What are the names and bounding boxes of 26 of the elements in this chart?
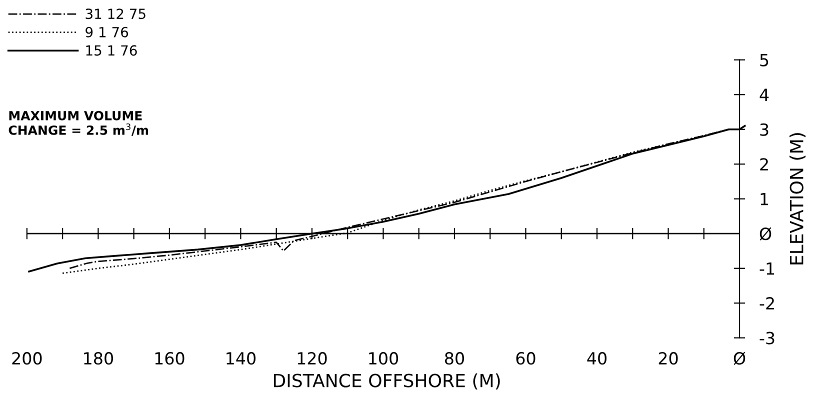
x-tick-label: 40 xyxy=(587,352,606,365)
x-tick-label: 160 xyxy=(155,352,184,365)
x-tick-label: 100 xyxy=(369,352,398,365)
x-tick-label: 140 xyxy=(226,352,256,365)
y-tick-label: 1 xyxy=(760,193,768,206)
y-tick-label: 2 xyxy=(760,158,768,170)
x-tick-label: 120 xyxy=(298,352,327,365)
legend-label: 9 1 76 xyxy=(86,26,128,38)
y-tick-label: 5 xyxy=(760,54,768,66)
x-tick-label: 200 xyxy=(12,352,42,365)
y-tick-label: -3 xyxy=(760,332,774,344)
legend-label: 31 12 75 xyxy=(86,8,146,20)
x-tick-label: 180 xyxy=(84,352,113,365)
x-tick-label: 20 xyxy=(658,352,678,365)
x-tick-label: 80 xyxy=(445,352,464,365)
x-tick-label: Ø xyxy=(734,352,746,365)
x-tick-label: 60 xyxy=(516,352,536,365)
y-tick-label: -2 xyxy=(760,297,774,310)
y-tick-label: 4 xyxy=(760,88,769,101)
x-axis-title: DISTANCE OFFSHORE (M) xyxy=(274,373,500,390)
y-tick-label: 3 xyxy=(760,123,768,136)
y-tick-label: Ø xyxy=(760,227,772,240)
y-tick-label: -1 xyxy=(760,262,774,275)
y-axis-title: ELEVATION (M) xyxy=(789,133,806,264)
annotation: MAXIMUM VOLUME CHANGE = 2.5 m$^{3}$/m xyxy=(8,110,148,136)
legend-label: 15 1 76 xyxy=(86,45,137,56)
